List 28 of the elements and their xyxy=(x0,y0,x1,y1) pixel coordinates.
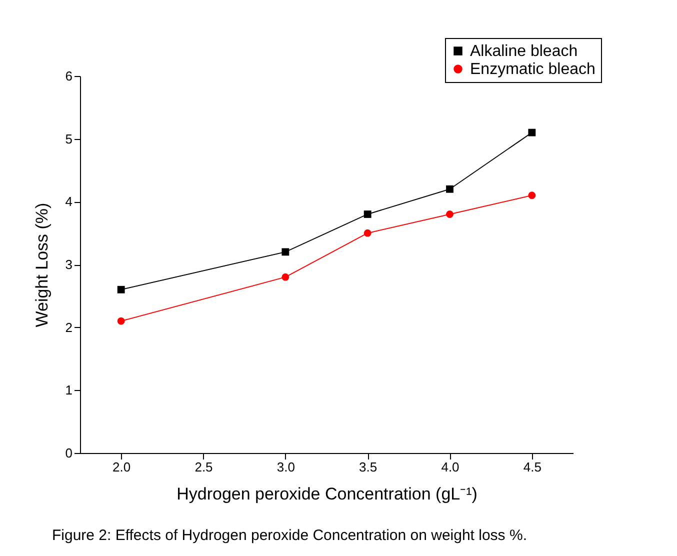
x-tick-label: 3.0 xyxy=(276,460,295,474)
y-tick-label: 3 xyxy=(65,257,72,272)
y-tick-label: 4 xyxy=(65,194,72,210)
point xyxy=(282,248,290,256)
y-tick-label: 2 xyxy=(65,320,72,335)
y-tick-label: 5 xyxy=(65,131,72,146)
y-tick-label: 1 xyxy=(65,382,72,398)
legend-label: Alkaline bleach xyxy=(470,43,578,60)
point xyxy=(528,192,536,200)
x-tick-label: 4.0 xyxy=(441,460,460,474)
x-tick-label: 2.0 xyxy=(112,460,131,474)
point xyxy=(117,317,125,325)
point xyxy=(364,210,372,218)
legend-label: Enzymatic bleach xyxy=(470,61,596,78)
point xyxy=(446,185,454,193)
point xyxy=(282,273,290,281)
x-tick-label: 2.5 xyxy=(194,460,213,474)
x-axis-title: Hydrogen peroxide Concentration (gL⁻¹) xyxy=(176,484,478,504)
point xyxy=(446,210,454,218)
point xyxy=(364,229,372,237)
y-tick-label: 6 xyxy=(65,68,72,84)
x-tick-label: 3.5 xyxy=(359,460,378,474)
y-axis-title: Weight Loss (%) xyxy=(32,202,52,328)
y-tick-label: 0 xyxy=(65,446,72,460)
point xyxy=(117,286,125,294)
point xyxy=(528,128,536,136)
caption: Figure 2: Effects of Hydrogen peroxide Concentration on weight loss %. xyxy=(52,527,527,544)
x-tick-label: 4.5 xyxy=(523,460,542,474)
